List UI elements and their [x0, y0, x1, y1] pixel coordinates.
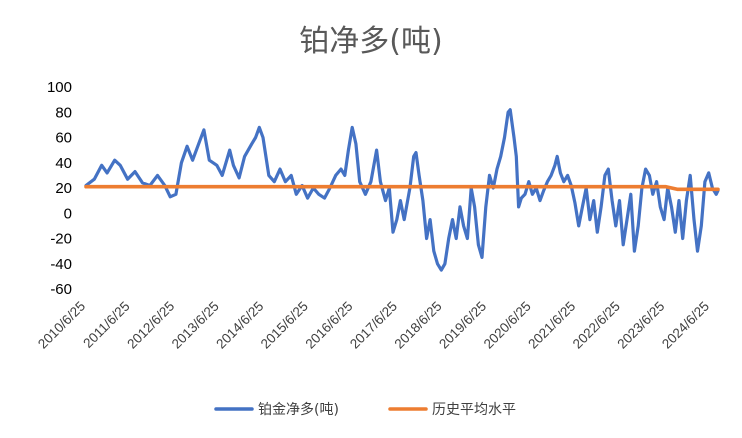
- x-tick-label: 2019/6/25: [436, 299, 489, 352]
- y-tick-label: -40: [50, 256, 72, 273]
- x-tick-label: 2010/6/25: [35, 299, 88, 352]
- y-tick-label: -60: [50, 281, 72, 298]
- y-tick-label: 0: [64, 205, 72, 222]
- x-tick-label: 2011/6/25: [80, 299, 132, 351]
- x-tick-label: 2012/6/25: [124, 299, 177, 352]
- legend-label: 历史平均水平: [432, 402, 516, 418]
- x-tick-label: 2023/6/25: [614, 299, 667, 352]
- y-tick-label: 20: [55, 180, 72, 197]
- x-tick-label: 2013/6/25: [169, 299, 222, 352]
- x-tick-label: 2014/6/25: [213, 299, 266, 352]
- x-tick-label: 2018/6/25: [392, 299, 445, 352]
- x-tick-label: 2024/6/25: [659, 299, 712, 352]
- series-line-1: [84, 108, 720, 272]
- y-axis: -60 -40 -20 0 20 40 60 80 100: [47, 79, 72, 298]
- y-tick-label: 80: [55, 104, 72, 121]
- chart-title: 铂净多(吨): [299, 24, 442, 59]
- x-tick-label: 2017/6/25: [347, 299, 400, 352]
- x-tick-label: 2020/6/25: [481, 299, 534, 352]
- x-tick-label: 2021/6/25: [525, 299, 578, 352]
- x-tick-label: 2015/6/25: [258, 299, 311, 352]
- legend: 铂金净多(吨) 历史平均水平: [214, 401, 516, 418]
- series-line-2: [84, 184, 720, 192]
- x-tick-label: 2016/6/25: [302, 299, 355, 352]
- y-tick-label: 60: [55, 130, 72, 147]
- x-tick-label: 2022/6/25: [570, 299, 623, 352]
- x-axis: 2010/6/252011/6/252012/6/252013/6/252014…: [35, 299, 712, 352]
- y-tick-label: -20: [50, 231, 72, 248]
- legend-label: 铂金净多(吨): [258, 401, 339, 418]
- y-tick-label: 100: [47, 79, 72, 96]
- y-tick-label: 40: [55, 155, 72, 172]
- plot-area: [84, 108, 720, 272]
